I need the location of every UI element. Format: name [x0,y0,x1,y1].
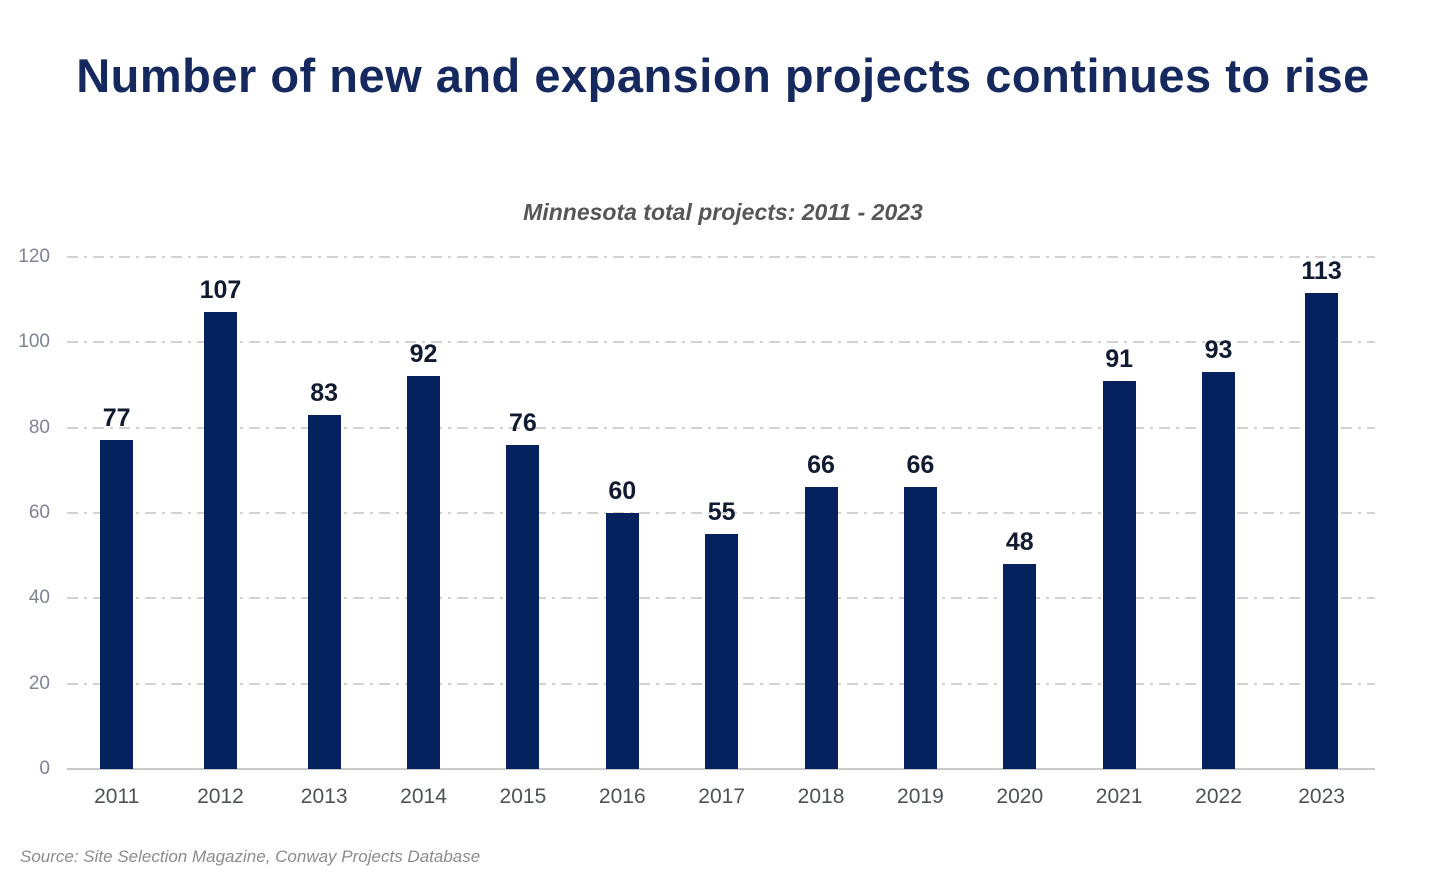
x-tick-label: 2011 [94,785,140,808]
bar-group: 77 2011 [94,257,139,808]
chart-title: Number of new and expansion projects con… [76,49,1370,102]
bar-value-label: 66 [807,451,835,480]
plot-area: 0 20 40 60 80 100 120 77 2011 107 2012 83 2013 92 201… [18,246,1375,808]
y-tick-label: 0 [39,758,50,779]
bar-group: 92 2014 [400,257,447,808]
x-tick-label: 2018 [797,785,845,808]
y-tick-label: 40 [28,587,50,609]
bar-value-label: 76 [509,408,537,437]
bar-group: 76 2015 [500,257,547,808]
y-tick-label: 100 [18,331,50,353]
gridline [67,512,1375,514]
bar-value-label: 113 [1301,257,1342,285]
x-tick-label: 2021 [1095,785,1143,808]
bar [1202,372,1236,769]
bar [705,534,739,769]
y-tick-label: 80 [28,416,50,438]
bar-group: 93 2022 [1195,257,1242,808]
chart-subtitle: Minnesota total projects: 2011 - 2023 [523,199,923,225]
bar [100,440,134,769]
bar-group: 83 2013 [301,257,348,808]
gridline [67,426,1375,429]
bar-group: 66 2019 [897,257,944,808]
bar-value-label: 107 [199,276,242,305]
x-tick-label: 2014 [400,785,447,808]
x-tick-label: 2013 [300,785,348,808]
x-tick-label: 2017 [698,785,746,808]
x-tick-label: 2023 [1298,785,1345,808]
bar-value-label: 91 [1105,344,1134,373]
bar [506,444,540,769]
bar-group: 60 2016 [599,257,646,808]
bar-group: 55 2017 [698,257,745,808]
bar-value-label: 55 [707,498,736,527]
bar [1305,293,1339,769]
bars-row: 77 2011 107 2012 83 2013 92 2014 76 2015 60 2016 55 2… [67,257,1375,808]
bar [804,487,838,769]
x-tick-label: 2015 [499,785,547,808]
bar-group: 48 2020 [996,257,1043,808]
bar [605,513,639,769]
x-axis-line [67,768,1375,770]
gridline [67,341,1375,344]
bar [203,312,237,769]
bar-value-label: 93 [1204,336,1233,365]
bar-value-label: 83 [310,378,339,407]
bar [407,376,441,769]
bar [1102,380,1136,769]
bar-group: 91 2021 [1096,257,1143,808]
bar [903,487,937,769]
bar [307,414,341,769]
y-tick-label: 20 [28,672,50,694]
bar-value-label: 77 [102,404,131,433]
bar-value-label: 92 [409,340,438,369]
bar-group: 113 2023 [1298,257,1345,808]
x-tick-label: 2012 [197,785,244,808]
y-tick-label: 120 [18,246,50,267]
bar-value-label: 60 [608,477,637,505]
bar-value-label: 48 [1005,528,1034,557]
x-tick-label: 2022 [1195,785,1242,808]
bar-group: 66 2018 [798,257,845,808]
x-tick-label: 2019 [897,785,944,808]
y-tick-label: 60 [28,502,50,523]
x-tick-label: 2016 [598,785,646,808]
bar-value-label: 66 [906,451,935,480]
x-tick-label: 2020 [996,785,1044,808]
gridline [67,256,1375,258]
source-note: Source: Site Selection Magazine, Conway … [20,847,481,866]
bar [1003,564,1037,769]
bar-group: 107 2012 [197,257,244,808]
